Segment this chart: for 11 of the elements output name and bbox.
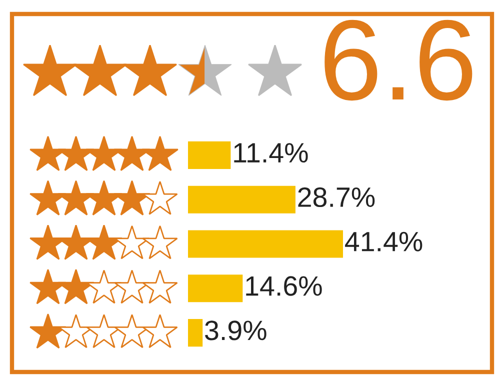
chart-title: 6.6 [324,20,472,101]
data-label: 41.4% [345,232,422,252]
bar [188,274,243,302]
data-label: 14.6% [246,276,322,296]
data-label: 28.7% [298,187,375,208]
data-label: 3.9% [205,320,266,340]
data-label: 11.4% [234,143,308,163]
bar [188,141,231,169]
bar [188,230,343,258]
bar [188,186,296,214]
bar [188,319,203,347]
